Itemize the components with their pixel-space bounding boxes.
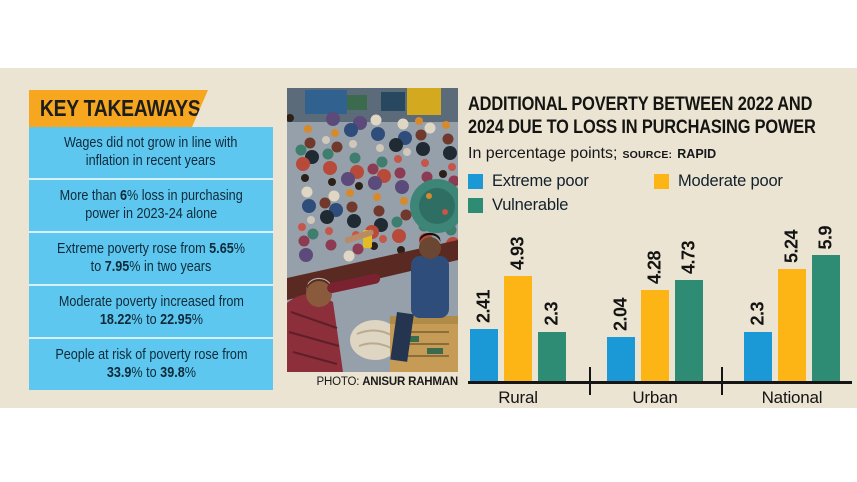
takeaway-item: People at risk of poverty rose from 33.9%… [54,346,248,381]
legend-item: Extreme poor [468,172,654,191]
takeaways-list: Wages did not grow in line with inflation… [29,127,273,390]
legend-swatch [468,197,483,213]
bar [812,255,840,381]
bar-group: 2.04 4.28 4.73 Urban [607,231,703,407]
bar-slot: 4.28 [641,231,669,381]
chart-title-line1: ADDITIONAL POVERTY BETWEEN 2022 AND [468,93,813,115]
chart-title-line2: 2024 DUE TO LOSS IN PURCHASING POWER [468,116,816,139]
bar-slot: 2.3 [538,231,566,381]
bar-slot: 4.73 [675,231,703,381]
bar-group: 2.3 5.24 5.9 National [744,226,840,407]
bar [744,331,772,381]
legend-label: Moderate poor [678,171,783,190]
bar-group: 2.41 4.93 2.3 Rural [470,231,566,407]
legend-label: Vulnerable [492,195,569,214]
category-label: Urban [632,387,678,407]
chart-units-label: In percentage points; [468,144,618,162]
bar [607,337,635,381]
bar-value-label: 4.28 [644,250,665,284]
legend-item: Moderate poor [654,172,852,191]
bar-slot: 2.04 [607,231,635,381]
bar-value-label: 4.93 [507,236,528,270]
bar-value-label: 2.3 [747,302,768,326]
bar [538,331,566,381]
bar [470,329,498,381]
takeaway-item: More than 6% loss in purchasing power in … [29,180,273,233]
takeaway-item: Moderate poverty increased from 18.22% to… [29,286,273,339]
takeaway-item: Wages did not grow in line with inflation… [29,127,273,180]
group-separator [721,366,724,395]
takeaway-item: Extreme poverty rose from 5.65% to 7.95% … [29,233,273,286]
chart-plot: 2.41 4.93 2.3 Rural 2.04 4.28 4.73 Urban 2.3 5.24… [468,226,852,407]
bar-value-label: 2.41 [473,290,494,324]
chart-legend: Extreme poor Moderate poor Vulnerable [468,172,852,215]
bar [641,289,669,381]
legend-swatch [654,173,669,189]
bar [675,280,703,381]
bar-slot: 5.24 [778,230,806,381]
bar [778,269,806,381]
bar-slot: 2.3 [744,231,772,381]
key-takeaways-title: KEY TAKEAWAYS [39,95,201,121]
photo-credit: PHOTO: ANISUR RAHMAN [287,376,459,388]
key-takeaways-banner: KEY TAKEAWAYS [29,90,208,127]
legend-item: Vulnerable [468,196,654,215]
source-label: SOURCE: [622,148,673,161]
chart-panel: ADDITIONAL POVERTY BETWEEN 2022 AND 2024… [468,93,852,407]
bar-value-label: 5.9 [815,225,836,250]
bar-value-label: 2.3 [541,302,562,326]
bar [504,275,532,381]
group-separator [588,366,591,395]
category-label: National [761,387,823,407]
bar-slot: 5.9 [812,226,840,381]
chart-title: ADDITIONAL POVERTY BETWEEN 2022 AND 2024… [468,93,852,140]
bar-value-label: 2.04 [610,298,631,332]
source-name: RAPID [677,146,717,161]
bar-slot: 2.41 [470,231,498,381]
photo-credit-name: ANISUR RAHMAN [362,376,458,388]
category-label: Rural [498,387,538,407]
chart-subtitle: In percentage points; SOURCE: RAPID [468,145,852,163]
legend-label: Extreme poor [492,171,589,190]
news-photo [287,88,458,372]
legend-swatch [468,173,483,189]
bar-slot: 4.93 [504,231,532,381]
bar-value-label: 4.73 [678,241,699,275]
photo-credit-label: PHOTO: [316,376,360,388]
bar-value-label: 5.24 [781,230,802,264]
